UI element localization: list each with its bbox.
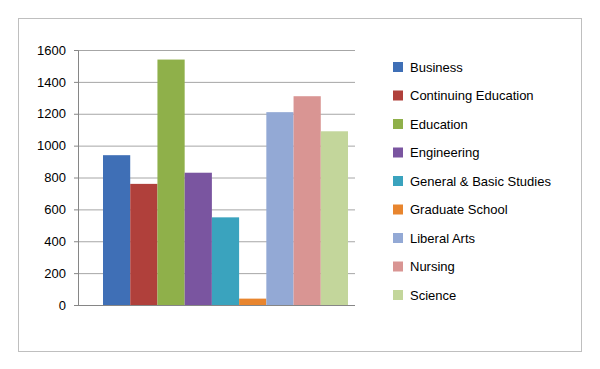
y-tick: 200 [44, 266, 78, 281]
y-tick-label: 1600 [37, 43, 66, 58]
y-tick: 1600 [37, 43, 78, 58]
bars [103, 60, 348, 305]
y-tick: 1000 [37, 138, 78, 153]
y-tick-mark [74, 241, 78, 242]
y-tick-label: 1000 [37, 138, 66, 153]
bar [266, 112, 293, 305]
y-tick-label: 800 [44, 170, 66, 185]
legend-label: Education [410, 117, 468, 132]
y-tick: 1400 [37, 75, 78, 90]
y-axis-line [74, 51, 79, 306]
grid-line [78, 305, 355, 306]
legend-label: Graduate School [410, 202, 508, 217]
y-tick-label: 0 [59, 298, 66, 313]
legend: Business Continuing Education Education Eng… [393, 60, 551, 303]
legend-item: Science [393, 288, 456, 303]
y-tick-mark [74, 178, 78, 179]
legend-swatch [393, 148, 403, 158]
legend-label: Liberal Arts [410, 231, 476, 246]
legend-label: Science [410, 288, 456, 303]
y-tick-mark [74, 50, 78, 51]
legend-item: Business [393, 60, 463, 75]
legend-swatch [393, 233, 403, 243]
legend-label: General & Basic Studies [410, 174, 551, 189]
legend-label: Continuing Education [410, 88, 534, 103]
legend-swatch [393, 262, 403, 272]
y-tick-label: 600 [44, 202, 66, 217]
bar [185, 173, 212, 305]
y-tick: 800 [44, 170, 78, 185]
chart: 0 200 400 600 800 1000 1200 1400 1600 Business Con… [0, 0, 600, 369]
y-tick: 400 [44, 234, 78, 249]
chart-frame [19, 19, 582, 352]
legend-item: Nursing [393, 259, 455, 274]
y-axis: 0 200 400 600 800 1000 1200 1400 1600 [37, 43, 78, 313]
y-tick-label: 400 [44, 234, 66, 249]
legend-swatch [393, 119, 403, 129]
y-tick-label: 1200 [37, 106, 66, 121]
legend-swatch [393, 205, 403, 215]
y-tick: 1200 [37, 106, 78, 121]
bar [212, 217, 239, 305]
grid-line [78, 82, 355, 83]
legend-item: Education [393, 117, 468, 132]
bar [321, 131, 348, 305]
legend-label: Nursing [410, 259, 455, 274]
grid-line [78, 50, 355, 51]
bar [103, 155, 130, 305]
legend-item: Graduate School [393, 202, 508, 217]
x-axis-line [78, 305, 355, 306]
legend-item: Continuing Education [393, 88, 534, 103]
legend-swatch [393, 290, 403, 300]
y-tick-mark [74, 146, 78, 147]
bar [157, 60, 184, 305]
y-tick-mark [74, 114, 78, 115]
y-tick-label: 200 [44, 266, 66, 281]
legend-item: Engineering [393, 145, 479, 160]
y-tick: 0 [59, 298, 78, 313]
y-tick-mark [74, 209, 78, 210]
y-tick-mark [74, 273, 78, 274]
legend-swatch [393, 62, 403, 72]
legend-item: General & Basic Studies [393, 174, 551, 189]
y-tick: 600 [44, 202, 78, 217]
y-tick-mark [74, 82, 78, 83]
legend-item: Liberal Arts [393, 231, 476, 246]
legend-swatch [393, 176, 403, 186]
legend-label: Business [410, 60, 463, 75]
legend-label: Engineering [410, 145, 479, 160]
bar [130, 184, 157, 305]
y-tick-label: 1400 [37, 75, 66, 90]
legend-swatch [393, 91, 403, 101]
bar [294, 96, 321, 305]
y-tick-mark [74, 305, 78, 306]
bar [239, 299, 266, 305]
grid [78, 51, 355, 306]
